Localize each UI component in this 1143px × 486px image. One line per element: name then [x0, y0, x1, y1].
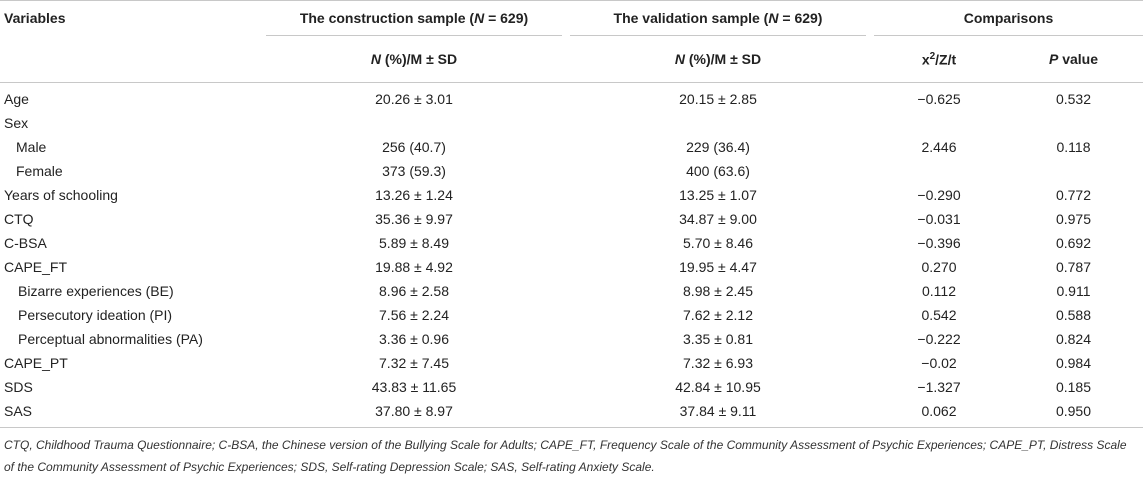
header-test-statistic: x2/Z/t [874, 35, 1004, 83]
cell-variable: C-BSA [4, 235, 47, 251]
cell-construction: 7.56 ± 2.24 [379, 307, 449, 323]
cell-variable: Female [16, 163, 63, 179]
table-row: CAPE_FT 19.88 ± 4.92 19.95 ± 4.47 0.270 0.78… [0, 255, 1143, 279]
cell-variable: Years of schooling [4, 187, 118, 203]
cell-p-value: 0.950 [1004, 399, 1143, 428]
header-p-value: P value [1004, 35, 1143, 83]
cell-p-value: 0.787 [1055, 259, 1092, 275]
cell-construction: 5.89 ± 8.49 [379, 235, 449, 251]
table-footnote: CTQ, Childhood Trauma Questionnaire; C-B… [4, 438, 1127, 474]
cell-construction: 37.80 ± 8.97 [266, 399, 562, 428]
cell-construction: 256 (40.7) [382, 139, 446, 155]
cell-variable: Perceptual abnormalities (PA) [18, 331, 203, 347]
cell-p-value [1004, 111, 1143, 135]
cell-test-statistic [874, 159, 1004, 183]
cell-validation: 19.95 ± 4.47 [679, 259, 757, 275]
cell-validation: 400 (63.6) [686, 163, 750, 179]
cell-construction: 43.83 ± 11.65 [371, 379, 457, 395]
table-row: CTQ 35.36 ± 9.97 34.87 ± 9.00 −0.031 0.975 [0, 207, 1143, 231]
cell-variable: Persecutory ideation (PI) [18, 307, 173, 323]
cell-test-statistic: −0.031 [917, 211, 961, 227]
cell-p-value: 0.984 [1055, 355, 1092, 371]
cell-construction [266, 111, 562, 135]
cell-variable: SDS [4, 379, 33, 395]
header-validation-stat: N (%)/M ± SD [570, 35, 866, 83]
cell-construction: 7.32 ± 7.45 [379, 355, 449, 371]
cell-p-value: 0.692 [1055, 235, 1092, 251]
table-row: CAPE_PT 7.32 ± 7.45 7.32 ± 6.93 −0.02 0.984 [0, 351, 1143, 375]
cell-construction: 35.36 ± 9.97 [375, 211, 453, 227]
cell-p-value: 0.532 [1055, 91, 1092, 107]
cell-test-statistic: 0.270 [921, 259, 957, 275]
table-row: Sex [0, 111, 1143, 135]
header-variables: Variables [0, 0, 258, 36]
table-row: Male 256 (40.7) 229 (36.4) 2.446 0.118 [0, 135, 1143, 159]
cell-test-statistic: −0.396 [917, 235, 961, 251]
cell-validation: 20.15 ± 2.85 [679, 91, 757, 107]
cell-test-statistic: 0.542 [921, 307, 957, 323]
cell-p-value: 0.118 [1056, 139, 1091, 155]
cell-validation: 13.25 ± 1.07 [679, 187, 757, 203]
cell-p-value: 0.975 [1055, 211, 1092, 227]
cell-variable: Age [4, 91, 29, 107]
comparison-table: Variables The construction sample (N = 6… [0, 0, 1143, 428]
cell-p-value: 0.824 [1055, 331, 1092, 347]
header-row-2: N (%)/M ± SD N (%)/M ± SD x2/Z/t P value [0, 35, 1143, 83]
cell-p-value: 0.185 [1055, 379, 1092, 395]
cell-variable: SAS [0, 399, 258, 428]
cell-p-value: 0.588 [1055, 307, 1092, 323]
cell-p-value [1004, 159, 1143, 183]
cell-test-statistic: −1.327 [917, 379, 961, 395]
cell-construction: 13.26 ± 1.24 [375, 187, 453, 203]
header-construction-sample: The construction sample (N = 629) [266, 0, 562, 36]
cell-p-value: 0.772 [1055, 187, 1092, 203]
header-row-1: Variables The construction sample (N = 6… [0, 0, 1143, 36]
cell-validation: 229 (36.4) [686, 139, 750, 155]
table-row: SDS 43.83 ± 11.65 42.84 ± 10.95 −1.327 0.185 [0, 375, 1143, 399]
cell-validation: 7.62 ± 2.12 [683, 307, 753, 323]
cell-construction: 19.88 ± 4.92 [375, 259, 453, 275]
table-row: C-BSA 5.89 ± 8.49 5.70 ± 8.46 −0.396 0.692 [0, 231, 1143, 255]
cell-validation: 3.35 ± 0.81 [683, 331, 753, 347]
cell-test-statistic: −0.02 [921, 355, 957, 371]
cell-validation: 37.84 ± 9.11 [570, 399, 866, 428]
cell-construction: 20.26 ± 3.01 [375, 91, 453, 107]
cell-test-statistic [874, 111, 1004, 135]
cell-variable: CAPE_FT [4, 259, 68, 275]
table-body: Age 20.26 ± 3.01 20.15 ± 2.85 −0.625 0.532 Se… [0, 83, 1143, 428]
table-row: Persecutory ideation (PI) 7.56 ± 2.24 7.62… [0, 303, 1143, 327]
table-row: Years of schooling 13.26 ± 1.24 13.25 ± 1.… [0, 183, 1143, 207]
cell-test-statistic: −0.625 [917, 91, 961, 107]
cell-construction: 3.36 ± 0.96 [379, 331, 449, 347]
table-row: Bizarre experiences (BE) 8.96 ± 2.58 8.98 … [0, 279, 1143, 303]
header-construction-stat: N (%)/M ± SD [266, 35, 562, 83]
cell-test-statistic: −0.290 [917, 187, 961, 203]
cell-test-statistic: 0.062 [874, 399, 1004, 428]
cell-test-statistic: −0.222 [917, 331, 961, 347]
cell-variable: CAPE_PT [4, 355, 68, 371]
header-validation-sample: The validation sample (N = 629) [570, 0, 866, 36]
cell-validation: 7.32 ± 6.93 [683, 355, 753, 371]
table-row: SAS 37.80 ± 8.97 37.84 ± 9.11 0.062 0.950 [0, 399, 1143, 428]
cell-validation: 34.87 ± 9.00 [679, 211, 757, 227]
table-row: Age 20.26 ± 3.01 20.15 ± 2.85 −0.625 0.532 [0, 83, 1143, 112]
cell-test-statistic: 2.446 [921, 139, 957, 155]
cell-variable: Male [16, 139, 47, 155]
cell-validation: 42.84 ± 10.95 [675, 379, 761, 395]
cell-p-value: 0.911 [1056, 283, 1091, 299]
cell-construction: 8.96 ± 2.58 [379, 283, 449, 299]
cell-validation [570, 111, 866, 135]
header-comparisons: Comparisons [874, 0, 1143, 36]
cell-test-statistic: 0.112 [922, 283, 956, 299]
cell-construction: 373 (59.3) [382, 163, 446, 179]
table-row: Perceptual abnormalities (PA) 3.36 ± 0.96… [0, 327, 1143, 351]
cell-validation: 8.98 ± 2.45 [683, 283, 753, 299]
cell-variable: CTQ [4, 211, 34, 227]
table-row: Female 373 (59.3) 400 (63.6) [0, 159, 1143, 183]
cell-variable: Bizarre experiences (BE) [18, 283, 174, 299]
cell-validation: 5.70 ± 8.46 [683, 235, 753, 251]
cell-variable: Sex [4, 115, 29, 131]
